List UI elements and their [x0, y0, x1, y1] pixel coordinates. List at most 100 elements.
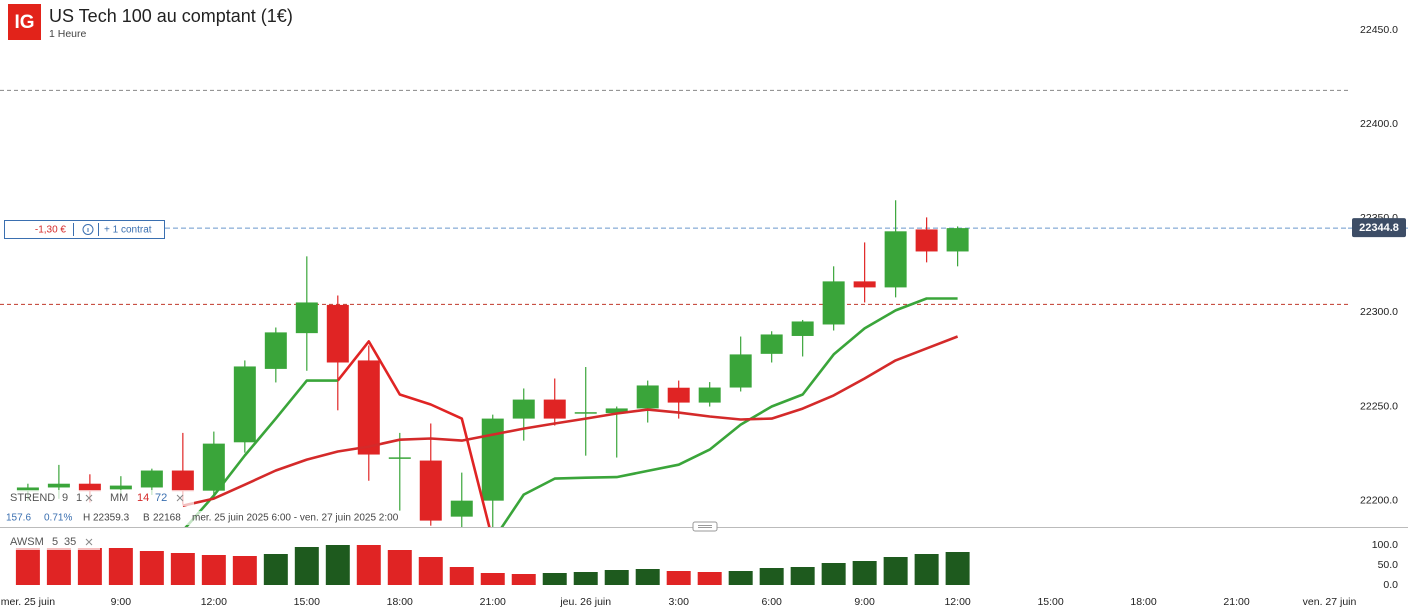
candle-body: [791, 321, 814, 336]
candle-body: [264, 332, 287, 369]
logo[interactable]: [8, 4, 41, 40]
candle-body: [419, 460, 442, 521]
candle-body: [667, 387, 690, 403]
info-high-label: H: [83, 513, 90, 524]
oscillator-bar: [77, 548, 102, 585]
oscillator-bar: [170, 553, 195, 585]
oscillator-bar: [635, 569, 660, 585]
oscillator-bar: [139, 551, 164, 585]
legend-param: 35: [64, 536, 76, 548]
info-low: 22168: [153, 513, 181, 524]
oscillator-bar: [945, 552, 970, 585]
candle-body: [512, 399, 535, 419]
y-tick-label: 50.0: [1378, 559, 1399, 571]
candle-body: [109, 485, 132, 490]
candle-body: [171, 470, 194, 492]
candle-body: [543, 399, 566, 419]
oscillator-bar: [294, 547, 319, 585]
oscillator-bar: [728, 571, 753, 585]
indicator-line: [184, 297, 958, 527]
oscillator-bar: [542, 573, 567, 585]
candle-body: [636, 385, 659, 409]
info-high: 22359.3: [93, 513, 130, 524]
x-tick-label: 9:00: [854, 596, 875, 608]
x-tick-label: 6:00: [761, 596, 782, 608]
x-tick-label: 21:00: [480, 596, 506, 608]
info-change-pct: 0.71%: [44, 513, 72, 524]
oscillator-bar: [201, 555, 226, 585]
legend-param: 14: [137, 492, 149, 504]
position-pnl: -1,30 €: [35, 225, 67, 236]
x-tick-label: 15:00: [294, 596, 320, 608]
candle-body: [47, 483, 70, 488]
close-icon[interactable]: [85, 538, 93, 546]
pane-handle[interactable]: [692, 521, 718, 532]
legend-name[interactable]: MM: [110, 492, 128, 504]
oscillator-bar: [356, 545, 381, 585]
legend-param: 5: [52, 536, 58, 548]
candle-body: [760, 334, 783, 354]
legend-param: 9: [62, 492, 68, 504]
oscillator-bar: [852, 561, 877, 585]
info-range: mer. 25 juin 2025 6:00 - ven. 27 juin 20…: [192, 513, 399, 524]
x-tick-label: 9:00: [111, 596, 132, 608]
oscillator-bar: [232, 556, 257, 585]
oscillator-bar: [759, 568, 784, 585]
legend-name[interactable]: AWSM: [10, 536, 44, 548]
candle-body: [605, 408, 628, 414]
candle-body: [16, 487, 39, 492]
info-low-label: B: [143, 513, 150, 524]
info-change: 157.6: [6, 513, 31, 524]
oscillator-bar: [449, 567, 474, 585]
x-tick-label: 12:00: [944, 596, 970, 608]
x-tick-label: 18:00: [1130, 596, 1156, 608]
position-size: + 1 contrat: [104, 225, 152, 236]
chart-title: US Tech 100 au comptant (1€): [49, 6, 293, 26]
oscillator-bar: [480, 573, 505, 585]
oscillator-bar: [108, 548, 133, 585]
candle-body: [233, 366, 256, 443]
oscillator-bar: [697, 572, 722, 585]
x-tick-label: 15:00: [1037, 596, 1063, 608]
x-tick-label: 12:00: [201, 596, 227, 608]
position-box[interactable]: [4, 220, 165, 239]
y-tick-label: 22400.0: [1360, 118, 1398, 130]
x-tick-label: ven. 27 juin: [1303, 596, 1357, 608]
legend-bg: [4, 490, 194, 506]
indicator-line: [182, 335, 959, 507]
candle-body: [574, 412, 597, 414]
axes: 22200.022250.022300.022350.022400.022450…: [1, 24, 1398, 608]
interval: 1 Heure: [49, 28, 87, 40]
candle-body: [729, 354, 752, 388]
x-tick-label: jeu. 26 juin: [559, 596, 611, 608]
legend-bg: [4, 534, 100, 550]
candle-body: [357, 360, 380, 455]
candle-body: [915, 229, 938, 252]
candle-body: [822, 281, 845, 325]
oscillator-bar: [790, 567, 815, 585]
oscillator-bar: [46, 548, 71, 585]
price-tag-label: 22344.8: [1359, 222, 1399, 234]
legend-name[interactable]: STREND: [10, 492, 55, 504]
oscillator-bar: [15, 548, 40, 585]
info-icon[interactable]: [82, 224, 94, 235]
oscillator-bar: [914, 554, 939, 585]
oscillator-bar: [604, 570, 629, 585]
candle-body: [450, 500, 473, 517]
candle-body: [326, 304, 349, 363]
oscillator-bar: [263, 554, 288, 585]
y-tick-label: 22250.0: [1360, 400, 1398, 412]
candle-body: [388, 457, 411, 459]
close-icon[interactable]: [85, 494, 93, 502]
candle-body: [295, 302, 318, 334]
candle-body: [853, 281, 876, 288]
price-tags: 22344.8: [1348, 218, 1408, 238]
price-pane: [0, 89, 1348, 527]
candle-body: [202, 443, 225, 491]
price-tag: [1352, 218, 1406, 238]
oscillator-bar: [821, 563, 846, 585]
y-tick-label: 22200.0: [1360, 494, 1398, 506]
y-tick-label: 22450.0: [1360, 24, 1398, 36]
close-icon[interactable]: [176, 494, 184, 502]
candle-body: [946, 228, 969, 252]
